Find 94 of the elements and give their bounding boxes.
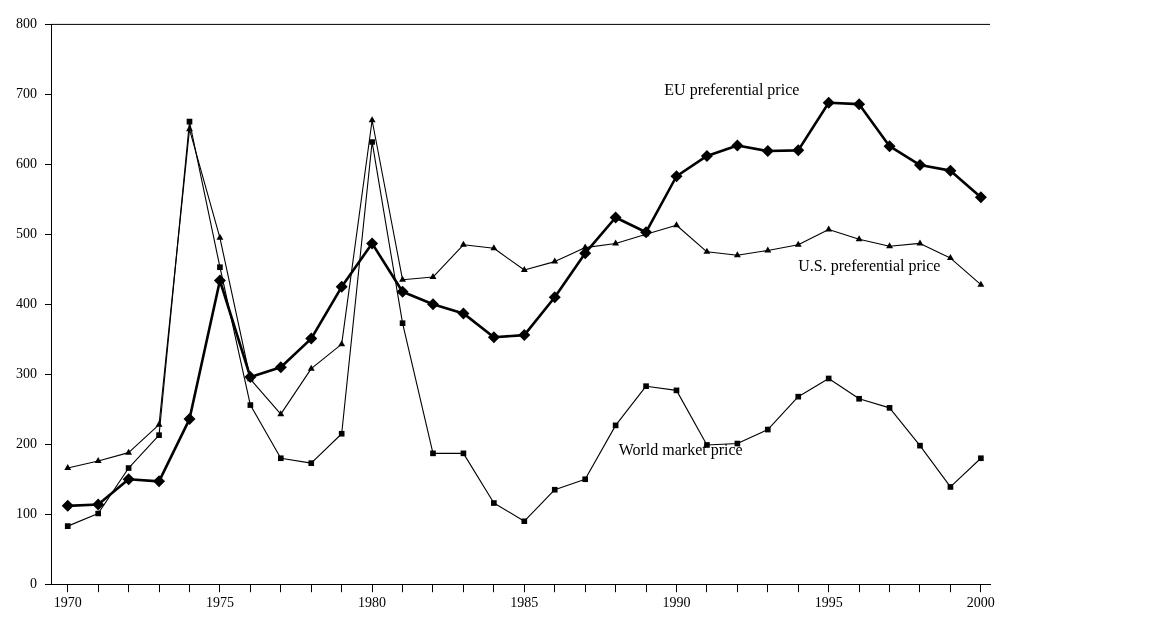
point: [853, 98, 866, 111]
point: [582, 476, 589, 483]
x-tick-label: 1995: [814, 595, 843, 611]
point: [700, 149, 713, 162]
x-tick-label: 2000: [966, 595, 995, 611]
point: [609, 211, 622, 224]
point: [520, 266, 528, 273]
point: [551, 486, 558, 493]
point: [64, 464, 72, 471]
point: [886, 242, 894, 249]
point: [913, 159, 926, 172]
point: [429, 273, 437, 280]
point: [155, 420, 163, 427]
point: [518, 329, 531, 342]
point: [490, 244, 498, 251]
point: [274, 361, 287, 374]
y-tick-label: 800: [16, 16, 37, 32]
point: [308, 460, 315, 466]
point: [795, 393, 802, 400]
point: [487, 331, 500, 344]
point: [335, 280, 348, 293]
series-label: EU preferential price: [664, 81, 800, 100]
point: [122, 473, 135, 486]
point: [521, 518, 528, 525]
point: [277, 410, 285, 417]
point: [551, 257, 559, 264]
point: [825, 375, 832, 382]
point: [277, 455, 284, 462]
point: [855, 235, 863, 242]
point: [153, 475, 166, 488]
point: [183, 413, 196, 426]
point: [944, 164, 957, 177]
series-label: U.S. preferential price: [798, 256, 941, 275]
point: [886, 405, 893, 411]
point: [307, 364, 315, 371]
point: [946, 254, 954, 261]
point: [216, 233, 224, 240]
point: [977, 280, 985, 287]
y-tick-label: 500: [16, 226, 37, 241]
y-tick-label: 0: [30, 575, 37, 591]
point: [338, 340, 346, 347]
point: [643, 383, 649, 389]
point: [125, 465, 132, 471]
point: [792, 144, 805, 157]
y-tick-label: 200: [16, 435, 37, 451]
point: [92, 498, 105, 511]
point: [883, 140, 896, 153]
point: [247, 402, 254, 408]
point: [430, 450, 436, 457]
y-tick-label: 700: [16, 86, 37, 102]
point: [217, 264, 223, 271]
point: [94, 457, 102, 464]
point: [761, 145, 774, 158]
point: [338, 430, 345, 437]
point: [917, 442, 923, 449]
y-tick-label: 400: [16, 295, 37, 311]
point: [399, 275, 407, 282]
x-tick-label: 1970: [53, 595, 82, 611]
y-tick-label: 300: [16, 365, 37, 381]
point: [764, 426, 771, 433]
point: [366, 237, 379, 250]
point: [459, 240, 467, 247]
point: [61, 499, 74, 512]
point: [978, 455, 984, 462]
x-tick-label: 1990: [662, 595, 691, 611]
point: [399, 320, 406, 327]
x-tick-label: 1985: [510, 595, 539, 611]
point: [581, 243, 589, 250]
x-tick-label: 1980: [358, 595, 387, 611]
point: [64, 523, 71, 529]
point: [426, 298, 439, 311]
series-label: World market price: [618, 441, 743, 460]
point: [396, 285, 409, 298]
point: [305, 332, 318, 345]
point: [822, 96, 835, 109]
point: [947, 484, 954, 490]
point: [670, 170, 683, 183]
point: [156, 432, 162, 438]
point: [731, 139, 744, 152]
point: [974, 191, 987, 204]
point: [673, 221, 680, 228]
point: [703, 247, 711, 254]
point: [491, 500, 497, 506]
x-tick-label: 1975: [205, 595, 234, 611]
point: [95, 510, 102, 517]
point: [548, 291, 561, 304]
point: [368, 116, 376, 123]
point: [856, 395, 862, 402]
point: [125, 448, 133, 455]
y-tick-label: 600: [16, 156, 37, 172]
point: [457, 307, 470, 320]
point: [794, 240, 802, 247]
y-tick-label: 100: [16, 505, 37, 521]
point: [369, 139, 375, 145]
